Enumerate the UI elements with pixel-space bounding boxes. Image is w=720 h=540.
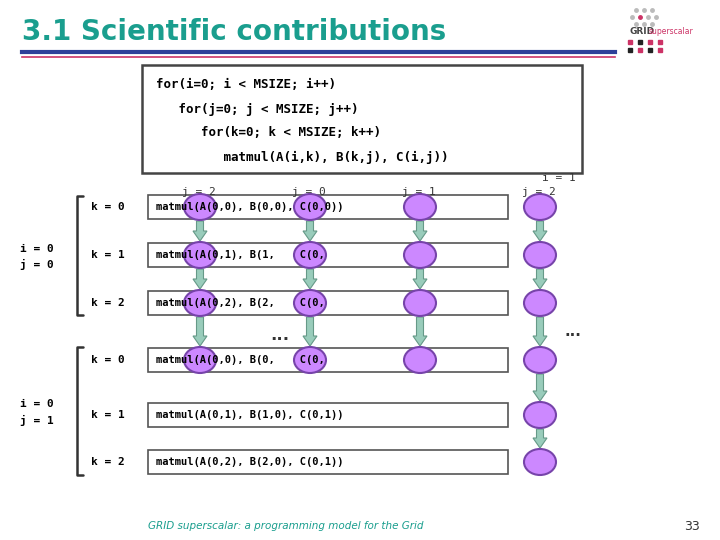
FancyArrow shape: [533, 221, 547, 241]
FancyArrow shape: [413, 269, 427, 289]
FancyArrow shape: [533, 429, 547, 448]
Ellipse shape: [184, 347, 216, 373]
Text: i = 0: i = 0: [20, 399, 54, 409]
Text: j = 2: j = 2: [522, 187, 556, 197]
Ellipse shape: [404, 194, 436, 220]
Ellipse shape: [404, 242, 436, 268]
Text: i = 1: i = 1: [542, 173, 576, 183]
Text: matmul(A(0,1), B(1,    C(0,: matmul(A(0,1), B(1, C(0,: [156, 250, 325, 260]
Text: j = 0: j = 0: [20, 259, 54, 270]
Text: j = 0: j = 0: [292, 187, 325, 197]
Text: 33: 33: [684, 519, 700, 532]
Text: j = 1: j = 1: [20, 415, 54, 426]
Ellipse shape: [404, 290, 436, 316]
FancyArrow shape: [193, 269, 207, 289]
Ellipse shape: [524, 449, 556, 475]
FancyArrow shape: [413, 317, 427, 346]
Text: k = 0: k = 0: [91, 202, 125, 212]
Text: k = 2: k = 2: [91, 457, 125, 467]
Text: k = 1: k = 1: [91, 410, 125, 420]
Ellipse shape: [404, 347, 436, 373]
Text: matmul(A(i,k), B(k,j), C(i,j)): matmul(A(i,k), B(k,j), C(i,j)): [156, 151, 449, 164]
FancyBboxPatch shape: [148, 195, 508, 219]
Ellipse shape: [524, 242, 556, 268]
Text: for(i=0; i < MSIZE; i++): for(i=0; i < MSIZE; i++): [156, 78, 336, 91]
FancyBboxPatch shape: [148, 291, 508, 315]
FancyArrow shape: [533, 269, 547, 289]
Text: ...: ...: [270, 326, 289, 344]
FancyBboxPatch shape: [142, 65, 582, 173]
Text: GRID superscalar: a programming model for the Grid: GRID superscalar: a programming model fo…: [148, 521, 423, 531]
Text: k = 0: k = 0: [91, 355, 125, 365]
Ellipse shape: [294, 242, 326, 268]
Text: k = 1: k = 1: [91, 250, 125, 260]
Text: j = 2: j = 2: [182, 187, 216, 197]
Text: superscalar: superscalar: [649, 27, 694, 36]
Text: matmul(A(0,0), B(0,    C(0,: matmul(A(0,0), B(0, C(0,: [156, 355, 325, 365]
Ellipse shape: [184, 290, 216, 316]
FancyArrow shape: [303, 269, 317, 289]
Ellipse shape: [524, 194, 556, 220]
Text: matmul(A(0,1), B(1,0), C(0,1)): matmul(A(0,1), B(1,0), C(0,1)): [156, 410, 343, 420]
Ellipse shape: [184, 242, 216, 268]
FancyBboxPatch shape: [148, 450, 508, 474]
Text: matmul(A(0,2), B(2,0), C(0,1)): matmul(A(0,2), B(2,0), C(0,1)): [156, 457, 343, 467]
FancyArrow shape: [533, 374, 547, 401]
Text: ...: ...: [565, 324, 582, 339]
FancyArrow shape: [193, 221, 207, 241]
Ellipse shape: [294, 347, 326, 373]
Text: matmul(A(0,2), B(2,    C(0,: matmul(A(0,2), B(2, C(0,: [156, 298, 325, 308]
Text: for(k=0; k < MSIZE; k++): for(k=0; k < MSIZE; k++): [156, 126, 381, 139]
Text: GRID: GRID: [629, 27, 654, 36]
Text: matmul(A(0,0), B(0,0), C(0,0)): matmul(A(0,0), B(0,0), C(0,0)): [156, 202, 343, 212]
FancyBboxPatch shape: [148, 243, 508, 267]
Ellipse shape: [184, 194, 216, 220]
FancyBboxPatch shape: [148, 403, 508, 427]
FancyArrow shape: [303, 221, 317, 241]
Text: 3.1 Scientific contributions: 3.1 Scientific contributions: [22, 18, 446, 46]
Ellipse shape: [294, 194, 326, 220]
Ellipse shape: [524, 290, 556, 316]
Text: for(j=0; j < MSIZE; j++): for(j=0; j < MSIZE; j++): [156, 103, 359, 116]
Text: i = 0: i = 0: [20, 244, 54, 253]
FancyArrow shape: [413, 221, 427, 241]
Ellipse shape: [524, 347, 556, 373]
Text: j = 1: j = 1: [402, 187, 436, 197]
FancyBboxPatch shape: [148, 348, 508, 372]
FancyArrow shape: [193, 317, 207, 346]
Ellipse shape: [294, 290, 326, 316]
FancyArrow shape: [533, 317, 547, 346]
Ellipse shape: [524, 402, 556, 428]
Text: k = 2: k = 2: [91, 298, 125, 308]
FancyArrow shape: [303, 317, 317, 346]
